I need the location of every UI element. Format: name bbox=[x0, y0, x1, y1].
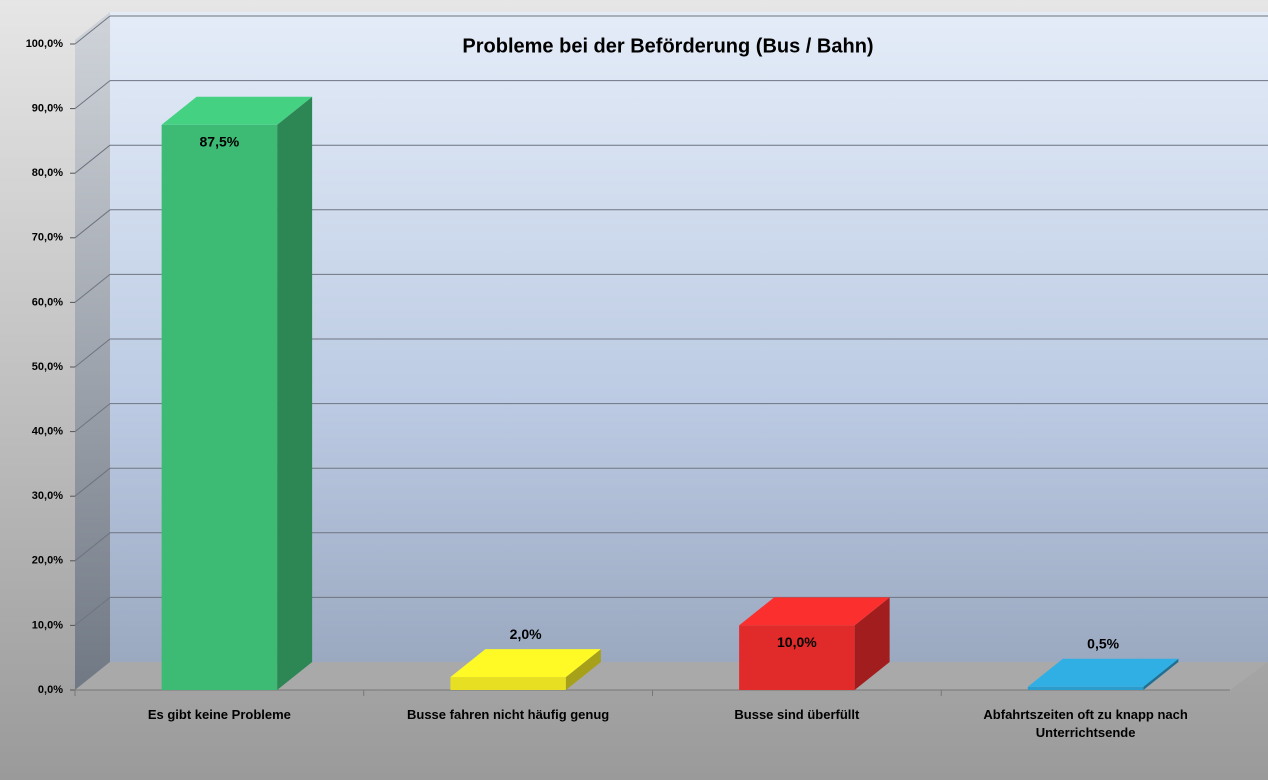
grid-line-side bbox=[74, 597, 111, 626]
y-tick-label: 100,0% bbox=[26, 38, 64, 50]
bar bbox=[450, 677, 566, 690]
y-tick-label: 50,0% bbox=[32, 361, 63, 373]
grid-line-side bbox=[74, 467, 111, 497]
side-wall bbox=[75, 12, 110, 690]
y-tick-label: 10,0% bbox=[32, 619, 63, 631]
chart-title: Probleme bei der Beförderung (Bus / Bahn… bbox=[462, 35, 873, 57]
data-label: 10,0% bbox=[777, 634, 817, 650]
bar bbox=[161, 124, 278, 690]
grid-line-side bbox=[74, 338, 111, 368]
bar bbox=[1027, 686, 1144, 690]
bar bbox=[739, 625, 855, 690]
y-tick-label: 20,0% bbox=[32, 555, 63, 567]
x-tick-label: Busse fahren nicht häufig genug bbox=[407, 707, 610, 722]
grid-line-side bbox=[74, 80, 111, 109]
data-label: 87,5% bbox=[200, 133, 240, 149]
bar-top bbox=[161, 96, 313, 125]
y-tick-label: 0,0% bbox=[38, 684, 63, 696]
data-label: 2,0% bbox=[510, 626, 542, 642]
grid-line-side bbox=[74, 144, 111, 174]
y-tick-label: 80,0% bbox=[32, 167, 63, 179]
grid-line-side bbox=[74, 274, 111, 303]
x-tick-label: Abfahrtszeiten oft zu knapp nach Unterri… bbox=[983, 707, 1188, 740]
bar-top bbox=[1027, 658, 1179, 687]
y-tick-label: 30,0% bbox=[32, 490, 63, 502]
grid-line-side bbox=[74, 209, 111, 239]
floor bbox=[75, 662, 1268, 690]
bar-side bbox=[1143, 658, 1179, 690]
x-tick-label: Busse sind überfüllt bbox=[734, 707, 860, 722]
x-tick-label: Es gibt keine Probleme bbox=[147, 707, 291, 722]
bar-top bbox=[739, 597, 890, 626]
y-tick-label: 60,0% bbox=[32, 296, 63, 308]
grid-line-side bbox=[74, 532, 111, 562]
bar-top bbox=[450, 649, 601, 678]
data-label: 0,5% bbox=[1087, 635, 1119, 651]
y-tick-label: 40,0% bbox=[32, 426, 63, 438]
bar-side bbox=[854, 597, 890, 690]
bar-side bbox=[565, 649, 601, 690]
grid-line-side bbox=[74, 403, 111, 432]
y-tick-label: 90,0% bbox=[32, 103, 63, 115]
back-wall bbox=[110, 12, 1268, 662]
grid-line-side bbox=[74, 15, 111, 45]
bar-side bbox=[277, 96, 313, 690]
y-tick-label: 70,0% bbox=[32, 232, 63, 244]
